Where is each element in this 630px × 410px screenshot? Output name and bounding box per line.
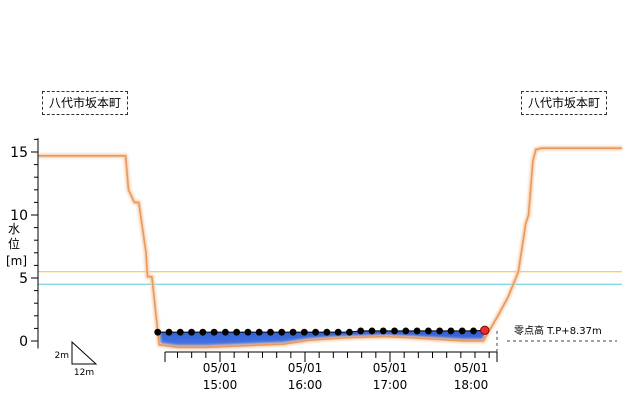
water-level-point [244, 328, 252, 336]
water-level-point [188, 328, 195, 336]
y-tick-label: 5 [19, 271, 28, 287]
cross-section-glow [38, 146, 622, 350]
water-level-point [447, 327, 455, 335]
zero-point-label: 零点高 T.P+8.37m [514, 324, 602, 337]
water-level-point [458, 327, 466, 335]
x-tick-time-label: 15:00 [203, 378, 238, 392]
station-label-right: 八代市坂本町 [521, 91, 608, 115]
x-tick-time-label: 18:00 [454, 378, 489, 392]
x-tick-date-label: 05/01 [203, 361, 238, 375]
x-tick-date-label: 05/01 [454, 361, 489, 375]
water-level-point [154, 328, 162, 336]
water-level-point [210, 328, 218, 336]
water-level-point [300, 328, 308, 336]
water-level-point [413, 327, 421, 335]
station-label-left: 八代市坂本町 [42, 91, 129, 115]
water-level-point [176, 328, 184, 336]
x-tick-date-label: 05/01 [373, 361, 408, 375]
water-level-point [470, 327, 477, 335]
y-axis-label-2: 位 [8, 236, 20, 251]
x-tick-time-label: 17:00 [373, 378, 408, 392]
water-level-point [289, 328, 297, 336]
water-level-point [436, 327, 444, 335]
water-level-point [357, 327, 365, 335]
water-level-latest-point [480, 325, 490, 335]
x-tick-time-label: 16:00 [288, 378, 323, 392]
y-tick-label: 0 [19, 334, 28, 350]
water-level-point [199, 328, 207, 336]
water-level-point [424, 327, 432, 335]
scale-triangle [71, 340, 98, 365]
water-level-point [346, 328, 353, 336]
scale-vertical-label: 2m [55, 351, 70, 361]
water-level-point [267, 328, 274, 336]
water-level-point [391, 327, 398, 335]
water-level-point [402, 327, 410, 335]
water-level-point [334, 328, 342, 336]
water-level-point [278, 328, 286, 336]
water-level-point [221, 328, 229, 336]
water-level-point [323, 328, 331, 336]
water-level-point [233, 328, 241, 336]
x-tick-date-label: 05/01 [288, 361, 323, 375]
y-tick-label: 15 [10, 145, 28, 161]
water-level-point [379, 327, 387, 335]
cross-section-line [38, 147, 622, 349]
water-level-point [165, 328, 173, 336]
water-level-point [368, 327, 376, 335]
water-level-point [312, 328, 320, 336]
y-axis-label-1: 水 [8, 222, 20, 236]
y-tick-label: 10 [10, 208, 28, 224]
scale-horizontal-label: 12m [74, 368, 94, 378]
water-level-point [255, 328, 263, 336]
y-axis-label-3: [m] [6, 254, 27, 268]
